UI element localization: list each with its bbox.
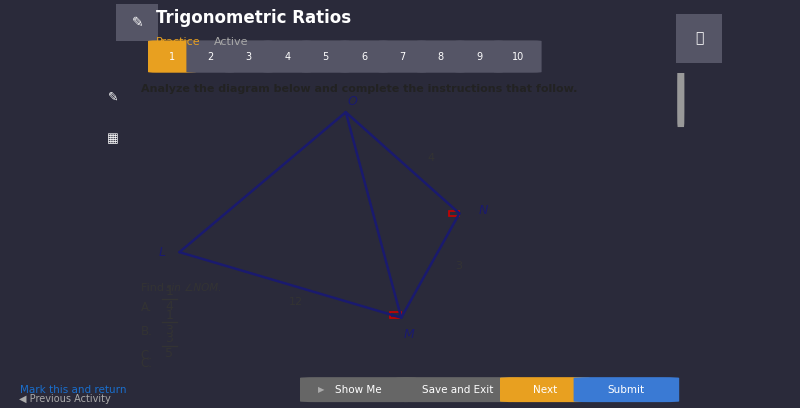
Text: C.: C. <box>141 349 153 362</box>
Text: 10: 10 <box>511 51 524 62</box>
Text: 5: 5 <box>322 51 329 62</box>
Text: 12: 12 <box>289 297 303 307</box>
Text: 4: 4 <box>427 153 434 163</box>
Text: Active: Active <box>214 37 249 47</box>
Text: ▶: ▶ <box>318 385 324 394</box>
FancyBboxPatch shape <box>300 377 416 402</box>
Text: 5: 5 <box>166 348 174 360</box>
FancyBboxPatch shape <box>676 14 722 63</box>
Text: 1: 1 <box>166 285 174 298</box>
Text: A.: A. <box>141 301 152 314</box>
Text: sin ∠NOM.: sin ∠NOM. <box>166 284 221 293</box>
Text: 2: 2 <box>207 51 214 62</box>
Text: ⎙: ⎙ <box>695 31 703 45</box>
Text: Show Me: Show Me <box>334 385 382 395</box>
Bar <box>450 211 459 216</box>
Text: 4: 4 <box>284 51 290 62</box>
Text: 9: 9 <box>476 51 482 62</box>
FancyBboxPatch shape <box>677 67 685 127</box>
Text: 6: 6 <box>361 51 367 62</box>
Text: Practice: Practice <box>156 37 201 47</box>
Text: Submit: Submit <box>608 385 645 395</box>
Text: M: M <box>404 328 415 341</box>
FancyBboxPatch shape <box>302 40 350 73</box>
Text: ▦: ▦ <box>107 133 119 146</box>
Text: 1: 1 <box>169 51 175 62</box>
Text: 3: 3 <box>455 261 462 271</box>
Text: 8: 8 <box>438 51 444 62</box>
FancyBboxPatch shape <box>455 40 503 73</box>
FancyBboxPatch shape <box>186 40 234 73</box>
Text: L: L <box>158 246 166 259</box>
Text: C.: C. <box>141 357 153 370</box>
Bar <box>390 312 401 318</box>
Text: Save and Exit: Save and Exit <box>422 385 494 395</box>
FancyBboxPatch shape <box>500 377 590 402</box>
Text: B.: B. <box>141 325 153 338</box>
FancyBboxPatch shape <box>396 377 520 402</box>
Text: 3: 3 <box>246 51 252 62</box>
Text: Trigonometric Ratios: Trigonometric Ratios <box>156 9 351 27</box>
Text: 3: 3 <box>166 333 174 345</box>
Text: 1: 1 <box>166 308 174 322</box>
Text: N: N <box>479 204 488 217</box>
Text: ✎: ✎ <box>132 16 143 30</box>
FancyBboxPatch shape <box>574 377 679 402</box>
FancyBboxPatch shape <box>225 40 273 73</box>
FancyBboxPatch shape <box>494 40 542 73</box>
Text: Analyze the diagram below and complete the instructions that follow.: Analyze the diagram below and complete t… <box>141 84 577 94</box>
Text: ✎: ✎ <box>108 91 118 104</box>
Text: O: O <box>347 95 358 108</box>
Text: 7: 7 <box>399 51 406 62</box>
FancyBboxPatch shape <box>417 40 465 73</box>
FancyBboxPatch shape <box>378 40 426 73</box>
Text: Mark this and return: Mark this and return <box>20 385 126 395</box>
Text: ◀ Previous Activity: ◀ Previous Activity <box>18 394 110 404</box>
FancyBboxPatch shape <box>263 40 311 73</box>
Text: 3: 3 <box>166 324 174 337</box>
Text: 4: 4 <box>166 300 174 313</box>
FancyBboxPatch shape <box>116 4 158 41</box>
FancyBboxPatch shape <box>340 40 388 73</box>
FancyBboxPatch shape <box>148 40 196 73</box>
Text: Next: Next <box>533 385 557 395</box>
Text: Find: Find <box>141 284 167 293</box>
